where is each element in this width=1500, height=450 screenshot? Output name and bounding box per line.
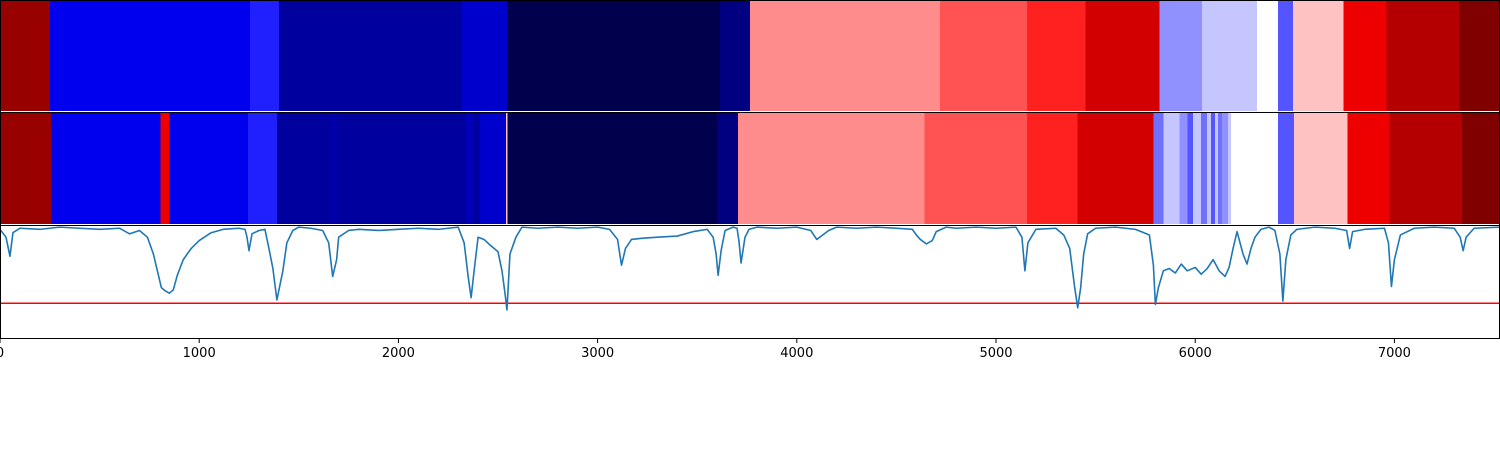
heatmap-cell <box>1026 113 1078 224</box>
heatmap-cell <box>474 113 481 224</box>
heatmap-cell <box>248 113 277 224</box>
heatmap-cell <box>1026 0 1086 111</box>
heatmap-cell <box>750 0 941 111</box>
heatmap-cell <box>49 0 250 111</box>
heatmap-cell <box>1193 113 1202 224</box>
heatmap-cell <box>1163 113 1180 224</box>
heatmap-rows <box>0 0 1500 224</box>
heatmap-cell <box>720 0 750 111</box>
heatmap-cell <box>1077 113 1154 224</box>
heatmap-cell <box>466 113 475 224</box>
x-tick-label: 1000 <box>183 346 216 361</box>
line-panel <box>0 226 1500 311</box>
x-tick-label: 7000 <box>1378 346 1411 361</box>
heatmap-cell <box>1222 113 1229 224</box>
x-axis: 0 1000 2000 3000 4000 5000 6000 7000 <box>0 338 1411 361</box>
x-tick-label: 0 <box>0 346 4 361</box>
heatmap-cell <box>50 113 161 224</box>
heatmap-cell <box>1256 0 1278 111</box>
heatmap-cell <box>1215 113 1219 224</box>
heatmap-cell <box>1343 0 1387 111</box>
heatmap-cell <box>462 0 507 111</box>
heatmap-cell <box>1292 0 1344 111</box>
heatmap-cell <box>1211 113 1216 224</box>
heatmap-cell <box>1085 0 1160 111</box>
heatmap-cell <box>169 113 249 224</box>
heatmap-cell <box>480 113 506 224</box>
heatmap-cell <box>1159 0 1203 111</box>
heatmap-cell <box>1228 113 1232 224</box>
heatmap-cell <box>1386 0 1460 111</box>
heatmap-cell <box>1462 113 1500 224</box>
heatmap-cell <box>336 113 467 224</box>
heatmap-cell <box>0 0 50 111</box>
heatmap-row-1 <box>0 0 1500 111</box>
x-tick-label: 2000 <box>382 346 415 361</box>
heatmap-row-2 <box>0 113 1500 224</box>
heatmap-cell <box>1207 113 1212 224</box>
signal-line <box>0 226 1500 311</box>
heatmap-cell <box>1179 113 1188 224</box>
heatmap-cell <box>1293 113 1348 224</box>
heatmap-cell <box>717 113 739 224</box>
heatmap-cell <box>278 0 463 111</box>
heatmap-cell <box>276 113 331 224</box>
heatmap-cell <box>507 113 718 224</box>
heatmap-cell <box>1277 113 1294 224</box>
heatmap-cell <box>1389 113 1463 224</box>
heatmap-cell <box>250 0 279 111</box>
x-tick-label: 6000 <box>1179 346 1212 361</box>
x-tick-label: 5000 <box>979 346 1012 361</box>
heatmap-cell <box>738 113 925 224</box>
heatmap-cell <box>1202 0 1257 111</box>
heatmap-cell <box>160 113 170 224</box>
heatmap-cell <box>1153 113 1164 224</box>
heatmap-cell <box>1277 0 1293 111</box>
heatmap-cell <box>940 0 1027 111</box>
heatmap-cell <box>330 113 337 224</box>
x-tick-label: 3000 <box>581 346 614 361</box>
panel-frame-3 <box>0 225 1500 339</box>
heatmap-cell <box>1459 0 1500 111</box>
heatmap-cell <box>0 113 51 224</box>
heatmap-cell <box>1218 113 1223 224</box>
heatmap-cell <box>1347 113 1390 224</box>
heatmap-cell <box>1187 113 1194 224</box>
heatmap-cell <box>506 0 721 111</box>
x-tick-label: 4000 <box>780 346 813 361</box>
heatmap-cell <box>1201 113 1208 224</box>
heatmap-cell <box>505 113 508 224</box>
heatmap-cell <box>1231 113 1278 224</box>
heatmap-cell <box>924 113 1027 224</box>
